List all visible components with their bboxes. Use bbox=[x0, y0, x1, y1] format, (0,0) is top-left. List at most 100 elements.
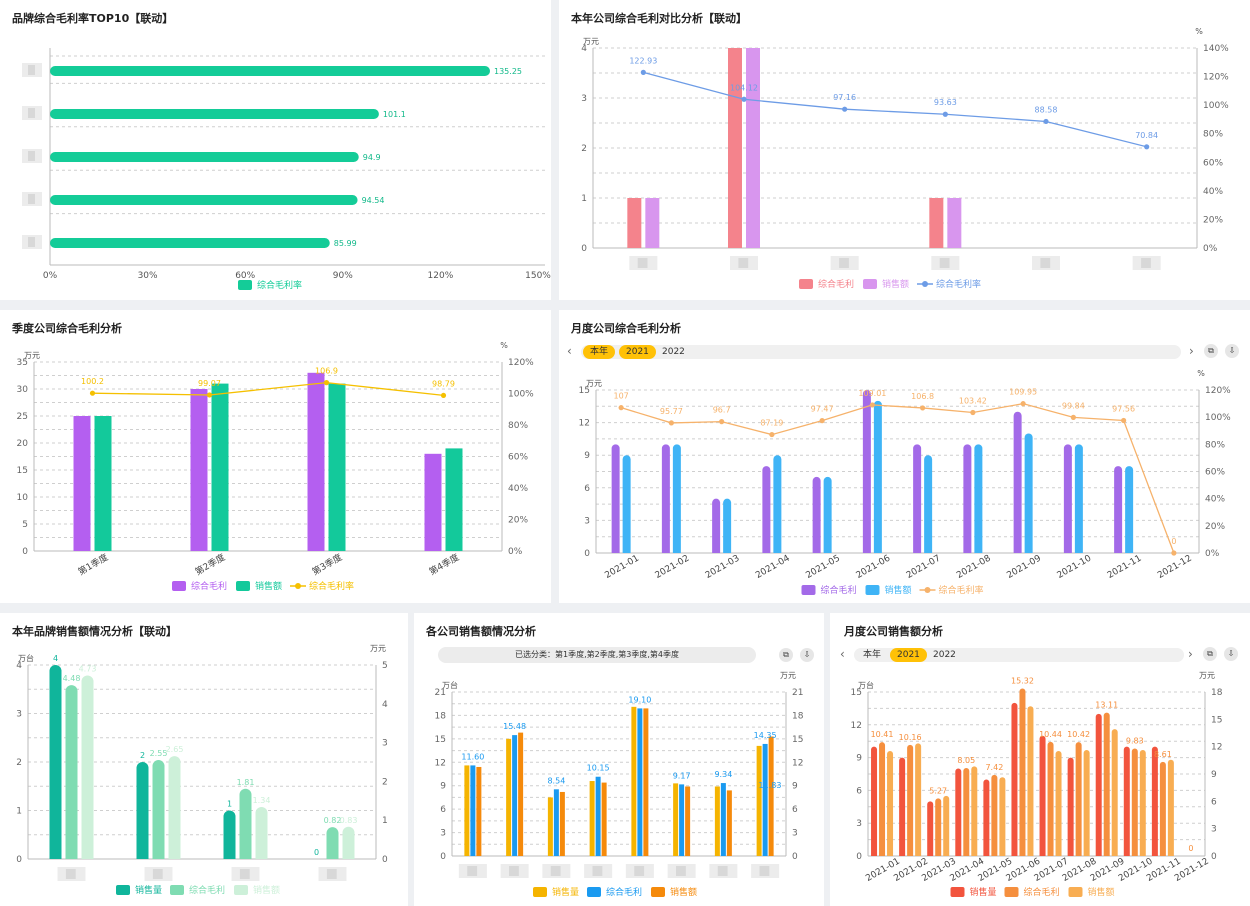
bar-销售额 bbox=[685, 786, 691, 856]
line-value-label: 109.01 bbox=[858, 389, 886, 398]
bar-综合毛利 bbox=[907, 744, 914, 856]
bar-销售额 bbox=[723, 498, 732, 553]
bar-销售额 bbox=[1027, 706, 1034, 856]
bar-综合毛利 bbox=[661, 444, 670, 553]
bar-value-label: 4 bbox=[53, 654, 58, 663]
y-tick-label: 6 bbox=[440, 805, 446, 815]
y2-tick-label: 140% bbox=[1203, 44, 1229, 54]
category-filter[interactable]: 已选分类：第1季度,第2季度,第3季度,第4季度 bbox=[438, 647, 756, 663]
bar-销售量 bbox=[506, 738, 512, 856]
y2-unit-label: % bbox=[1197, 369, 1205, 378]
tab-2022[interactable]: 2022 bbox=[933, 650, 956, 660]
bar-综合毛利 bbox=[326, 827, 339, 859]
y-tick-label: 18 bbox=[435, 711, 447, 721]
tab-2022[interactable]: 2022 bbox=[662, 347, 685, 357]
x-tick-label: 2021-08 bbox=[955, 553, 993, 581]
panel-month-sales: 月度公司销售额分析 ‹ 本年 2021 2022 › ⧉ ⇩ 0 3 6 9 12 15 0… bbox=[830, 613, 1250, 906]
export-icon[interactable]: ⇩ bbox=[800, 648, 814, 662]
bar-销售额 bbox=[974, 444, 983, 553]
y-tick-label: 3 bbox=[581, 94, 587, 104]
bar-value-label: 5.27 bbox=[929, 786, 947, 795]
bar-销售量 bbox=[673, 783, 679, 856]
legend-label: 综合毛利 bbox=[821, 584, 857, 596]
prev-arrow-icon[interactable]: ‹ bbox=[840, 647, 845, 661]
bar-value-label: 15.48 bbox=[503, 722, 526, 731]
tab-2021[interactable]: 2021 bbox=[619, 345, 656, 359]
y2-tick-label: 120% bbox=[1203, 73, 1229, 83]
bar-综合毛利 bbox=[1159, 761, 1166, 856]
y2-tick-label: 60% bbox=[1203, 158, 1223, 168]
tab-2021[interactable]: 2021 bbox=[890, 648, 927, 662]
panel-company-margin-compare: 本年公司综合毛利对比分析【联动】 0 1 2 3 4 0% 20% 40% 60% 80% 100%… bbox=[559, 0, 1250, 300]
y2-tick-label: 3 bbox=[1211, 825, 1217, 835]
legend-swatch bbox=[799, 279, 813, 289]
next-arrow-icon[interactable]: › bbox=[1188, 647, 1193, 661]
prev-arrow-icon[interactable]: ‹ bbox=[567, 344, 572, 358]
redacted-label bbox=[839, 258, 849, 268]
bar-value-label: 2 bbox=[140, 751, 145, 760]
y-tick-label: 25 bbox=[17, 412, 28, 422]
bar-综合毛利 bbox=[512, 735, 518, 856]
line-value-label: 97.16 bbox=[833, 93, 856, 102]
bar-brand bbox=[50, 109, 379, 119]
bar-销售额 bbox=[211, 383, 229, 551]
line-point bbox=[1043, 118, 1049, 125]
bar-销售额 bbox=[643, 708, 649, 856]
y-tick-label: 9 bbox=[440, 782, 446, 792]
y-tick-label: 15 bbox=[17, 466, 28, 476]
copy-icon[interactable]: ⧉ bbox=[779, 648, 793, 662]
y2-tick-label: 15 bbox=[1211, 715, 1222, 725]
next-arrow-icon[interactable]: › bbox=[1189, 344, 1194, 358]
export-icon[interactable]: ⇩ bbox=[1225, 344, 1239, 358]
redacted-label bbox=[738, 258, 749, 268]
bar-销售量 bbox=[871, 746, 878, 856]
line-value-label: 106.9 bbox=[315, 367, 338, 376]
line-series bbox=[620, 402, 1175, 554]
line-value-label: 122.93 bbox=[629, 56, 657, 65]
redacted-label bbox=[939, 258, 950, 268]
y2-tick-label: 40% bbox=[1203, 187, 1223, 197]
bar-销售量 bbox=[1039, 735, 1046, 856]
bar-销售量 bbox=[223, 810, 236, 859]
y2-tick-label: 0% bbox=[1205, 549, 1220, 559]
bar-综合毛利 bbox=[1131, 748, 1138, 856]
tab-this-year[interactable]: 本年 bbox=[583, 345, 616, 359]
bar-销售额 bbox=[94, 416, 112, 551]
bar-brand bbox=[50, 66, 491, 76]
bar-综合毛利 bbox=[595, 776, 601, 856]
year-tabs: 本年 2021 2022 bbox=[854, 648, 1184, 662]
redacted-label bbox=[28, 108, 35, 118]
x-tick-label: 2021-03 bbox=[704, 554, 742, 581]
export-icon[interactable]: ⇩ bbox=[1224, 647, 1238, 661]
legend-swatch bbox=[801, 585, 816, 595]
bar-value-label: 11.60 bbox=[461, 752, 484, 761]
y-tick-label: 0 bbox=[22, 547, 28, 557]
bar-综合毛利 bbox=[637, 708, 643, 856]
y-unit-label: 万元 bbox=[583, 37, 599, 46]
bar-销售量 bbox=[983, 779, 990, 856]
legend-label: 综合毛利率 bbox=[257, 279, 302, 291]
tab-this-year[interactable]: 本年 bbox=[863, 650, 882, 660]
bar-销售额 bbox=[1111, 729, 1118, 856]
panel-title: 品牌综合毛利率TOP10【联动】 bbox=[12, 12, 174, 25]
line-point bbox=[1144, 144, 1150, 150]
bar-value-label: 4.48 bbox=[63, 674, 81, 683]
y-tick-label: 0 bbox=[440, 852, 446, 862]
y-unit-label: 万台 bbox=[18, 653, 34, 663]
copy-icon[interactable]: ⧉ bbox=[1204, 344, 1218, 358]
bar-销售额 bbox=[342, 826, 355, 859]
y-tick-label: 15 bbox=[579, 386, 590, 396]
y-tick-label: 12 bbox=[435, 758, 446, 768]
bar-销售额 bbox=[1055, 751, 1062, 856]
y2-tick-label: 120% bbox=[1205, 386, 1231, 396]
legend-label: 综合毛利 bbox=[606, 886, 642, 898]
line-point bbox=[920, 405, 926, 411]
legend-swatch bbox=[1068, 887, 1083, 897]
copy-icon[interactable]: ⧉ bbox=[1203, 647, 1217, 661]
y2-tick-label: 100% bbox=[508, 390, 534, 400]
bar-综合毛利 bbox=[1013, 411, 1022, 553]
bar-value-label: 11.83 bbox=[759, 781, 782, 790]
bar-value-label: 1 bbox=[227, 800, 232, 809]
legend-swatch bbox=[533, 887, 547, 897]
line-point bbox=[89, 390, 96, 396]
